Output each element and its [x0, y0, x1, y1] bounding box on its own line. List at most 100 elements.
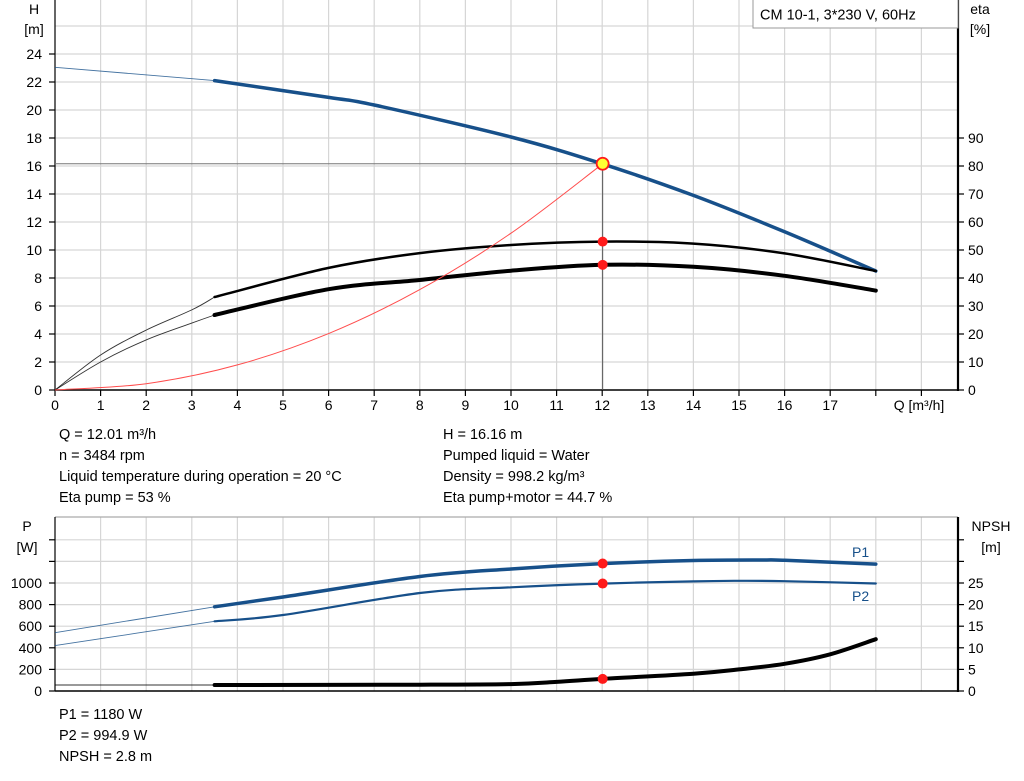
- x-tick-label: 12: [594, 397, 610, 413]
- eta-pump-motor-curve-extrapolated: [54, 314, 215, 391]
- duty-point-marker: [595, 156, 610, 171]
- legend-box: CM 10-1, 3*230 V, 60Hz: [752, 0, 959, 29]
- x-tick-label: 8: [416, 397, 424, 413]
- p2-curve-extrapolated: [54, 620, 215, 647]
- info-speed: n = 3484 rpm: [59, 448, 145, 464]
- x-tick-label: 6: [325, 397, 333, 413]
- left-axis-unit: [m]: [24, 21, 43, 37]
- performance-plot: 0 1 2 3 4 5 6 7 8 9 10 11 12 13 14 15 16 17 Q [m³/h]024681…: [24, 0, 990, 413]
- y-tick-label-left: 400: [19, 640, 43, 656]
- info-head: H = 16.16 m: [443, 427, 522, 443]
- power-npsh-plot: 0 200 400 600 800 1000 P [W] 0 5 10 15 20 25 NPSH [m] P1…: [11, 516, 1011, 699]
- x-tick-label: 15: [731, 397, 747, 413]
- left-axis-title: H: [29, 1, 39, 17]
- eta-pump-curve-extrapolated: [54, 296, 215, 391]
- y-tick-label-right: 20: [968, 326, 984, 342]
- eta-pump-motor-curve: [212, 262, 878, 317]
- y-tick-label-left: 1000: [11, 575, 42, 591]
- right-axis-title: eta: [970, 1, 990, 17]
- p1-series-label: P1: [852, 544, 869, 560]
- info-eta-pump: Eta pump = 53 %: [59, 490, 171, 506]
- y-tick-label-right: 80: [968, 158, 984, 174]
- info-eta-pump-motor: Eta pump+motor = 44.7 %: [443, 490, 612, 506]
- y-tick-label-left: 10: [26, 242, 42, 258]
- y-tick-label-left: 12: [26, 214, 42, 230]
- npsh-curve: [212, 637, 878, 687]
- y-tick-label-left: 8: [34, 270, 42, 286]
- x-tick-label: 13: [640, 397, 656, 413]
- y-tick-label-left: 200: [19, 661, 43, 677]
- h-curve-extrapolated: [54, 66, 215, 82]
- h-curve: [212, 78, 878, 273]
- y-tick-label-right: 50: [968, 242, 984, 258]
- info-density: Density = 998.2 kg/m³: [443, 469, 585, 485]
- y-tick-label-left: 22: [26, 74, 42, 90]
- y-tick-label-right: 20: [968, 597, 984, 613]
- eta-pump-duty-marker: [597, 236, 608, 247]
- x-tick-label: 2: [142, 397, 150, 413]
- x-tick-label: 17: [822, 397, 838, 413]
- p1-curve-extrapolated: [54, 606, 215, 634]
- info-liquid: Pumped liquid = Water: [443, 448, 590, 464]
- y-tick-label-right: 15: [968, 618, 984, 634]
- y-tick-label-right: 0: [968, 683, 976, 699]
- y-tick-label-right: 40: [968, 270, 984, 286]
- y-tick-label-right: 10: [968, 354, 984, 370]
- y-tick-label-right: 90: [968, 130, 984, 146]
- y-tick-label-left: 800: [19, 597, 43, 613]
- y-tick-label-left: 20: [26, 102, 42, 118]
- info-npsh: NPSH = 2.8 m: [59, 749, 152, 765]
- y-tick-label-left: 600: [19, 618, 43, 634]
- y-tick-label-right: 25: [968, 575, 984, 591]
- info-bottom: P1 = 1180 W P2 = 994.9 W NPSH = 2.8 m: [59, 707, 152, 765]
- p2-series-label: P2: [852, 588, 869, 604]
- npsh-duty-marker: [597, 673, 608, 684]
- y-tick-label-left: 24: [26, 46, 42, 62]
- y-tick-label-right: 60: [968, 214, 984, 230]
- right-axis-unit: [m]: [981, 539, 1000, 555]
- x-tick-label: 16: [777, 397, 793, 413]
- x-tick-label: 14: [686, 397, 702, 413]
- p2-curve: [213, 579, 877, 623]
- x-tick-label: 11: [549, 397, 564, 413]
- x-tick-label: 3: [188, 397, 196, 413]
- y-tick-label-left: 14: [26, 186, 42, 202]
- y-tick-label-left: 2: [34, 354, 42, 370]
- x-axis-title: Q [m³/h]: [894, 397, 945, 413]
- right-axis-title: NPSH: [972, 518, 1011, 534]
- x-tick-label: 5: [279, 397, 287, 413]
- y-tick-label-left: 18: [26, 130, 42, 146]
- y-tick-label-left: 0: [34, 683, 42, 699]
- info-p1: P1 = 1180 W: [59, 707, 142, 723]
- system-curve: [54, 163, 604, 391]
- p1-duty-marker: [597, 558, 608, 569]
- y-tick-label-left: 6: [34, 298, 42, 314]
- info-right: H = 16.16 m Pumped liquid = Water Densit…: [443, 427, 612, 506]
- x-tick-label: 7: [370, 397, 378, 413]
- eta-pump-motor-duty-marker: [597, 259, 608, 270]
- y-tick-label-right: 30: [968, 298, 984, 314]
- legend-label: CM 10-1, 3*230 V, 60Hz: [760, 8, 916, 24]
- x-tick-label: 0: [51, 397, 59, 413]
- info-p2: P2 = 994.9 W: [59, 728, 148, 744]
- y-tick-label-right: 10: [968, 640, 984, 656]
- info-q: Q = 12.01 m³/h: [59, 427, 156, 443]
- y-tick-label-left: 4: [34, 326, 42, 342]
- left-axis-unit: [W]: [17, 539, 38, 555]
- x-tick-label: 10: [503, 397, 519, 413]
- y-tick-label-right: 0: [968, 382, 976, 398]
- info-left: Q = 12.01 m³/h n = 3484 rpm Liquid tempe…: [59, 427, 342, 506]
- right-axis-unit: [%]: [970, 21, 990, 37]
- legend-box-frame: [752, 0, 959, 29]
- y-tick-label-right: 70: [968, 186, 984, 202]
- y-tick-label-left: 0: [34, 382, 42, 398]
- eta-pump-curve: [213, 240, 878, 299]
- x-tick-label: 4: [234, 397, 242, 413]
- x-tick-label: 9: [462, 397, 470, 413]
- y-tick-label-left: 16: [26, 158, 42, 174]
- p1-curve: [212, 558, 878, 609]
- left-axis-title: P: [22, 518, 31, 534]
- x-tick-label: 1: [97, 397, 105, 413]
- p2-duty-marker: [597, 578, 608, 589]
